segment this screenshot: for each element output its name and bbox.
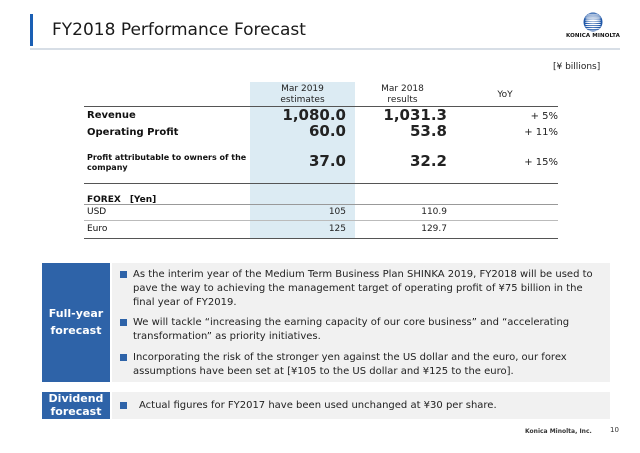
full-year-tag-line1: Full-year <box>48 307 104 320</box>
full-year-bullet-2: We will tackle “increasing the earning c… <box>133 317 570 342</box>
header-estimates-line2: estimates <box>280 95 325 105</box>
profit-attributable-estimate: 37.0 <box>308 152 346 170</box>
estimates-column-highlight <box>250 82 355 238</box>
dividend-tag: Dividend forecast <box>42 392 110 419</box>
header-estimates-line1: Mar 2019 <box>281 84 324 94</box>
page-title: FY2018 Performance Forecast <box>52 20 306 40</box>
unit-label: [¥ billions] <box>553 62 601 72</box>
full-year-tag-line2: forecast <box>50 324 102 337</box>
logo-wordmark: KONICA MINOLTA <box>566 33 620 39</box>
forex-euro-estimate: 125 <box>328 224 346 234</box>
dividend-tag-line1: Dividend <box>48 392 104 405</box>
dividend-bullet-1: Actual figures for FY2017 have been used… <box>139 400 497 411</box>
page-number: 10 <box>610 426 619 434</box>
dividend-panel <box>112 392 610 419</box>
company-logo: KONICA MINOLTA <box>553 12 633 46</box>
table-header-rule <box>84 106 558 107</box>
header-results-line1: Mar 2018 <box>381 84 424 94</box>
header-results: Mar 2018 results <box>355 84 450 106</box>
forex-rule <box>84 204 558 205</box>
footer-company-name: Konica Minolta, Inc. <box>525 428 592 435</box>
operating-profit-result: 53.8 <box>409 122 447 140</box>
operating-profit-estimate: 60.0 <box>308 122 346 140</box>
profit-attributable-yoy: + 15% <box>524 157 558 168</box>
title-accent-bar <box>30 14 33 46</box>
square-bullet-icon <box>120 319 127 326</box>
row-label-revenue: Revenue <box>87 110 136 121</box>
table-bottom-rule <box>84 238 558 239</box>
revenue-yoy: + 5% <box>530 111 558 122</box>
list-item: Actual figures for FY2017 have been used… <box>120 399 605 413</box>
forex-row-rule <box>84 220 558 221</box>
forex-label-euro: Euro <box>87 224 108 234</box>
operating-profit-yoy: + 11% <box>524 127 558 138</box>
dividend-tag-line2: forecast <box>50 405 102 418</box>
forex-heading: FOREX [Yen] <box>87 195 157 205</box>
square-bullet-icon <box>120 354 127 361</box>
header-divider <box>30 48 620 50</box>
header-estimates: Mar 2019 estimates <box>250 84 355 106</box>
forex-label-usd: USD <box>87 207 107 217</box>
full-year-bullet-1: As the interim year of the Medium Term B… <box>133 269 593 308</box>
list-item: Incorporating the risk of the stronger y… <box>120 351 605 379</box>
row-label-operating-profit: Operating Profit <box>87 127 179 138</box>
full-year-bullet-3: Incorporating the risk of the stronger y… <box>133 352 567 377</box>
list-item: As the interim year of the Medium Term B… <box>120 268 605 310</box>
konica-minolta-logo-icon <box>583 12 603 32</box>
profit-attributable-result: 32.2 <box>409 152 447 170</box>
square-bullet-icon <box>120 402 127 409</box>
forex-usd-estimate: 105 <box>328 207 346 217</box>
revenue-estimate: 1,080.0 <box>282 106 346 124</box>
forex-usd-result: 110.9 <box>421 207 447 217</box>
forex-euro-result: 129.7 <box>421 224 447 234</box>
header-results-line2: results <box>387 95 418 105</box>
row-label-profit-attributable: Profit attributable to owners of the com… <box>87 153 247 172</box>
revenue-result: 1,031.3 <box>383 106 447 124</box>
header-yoy: YoY <box>497 90 513 100</box>
table-section-rule <box>84 183 558 184</box>
full-year-tag: Full-year forecast <box>42 263 110 382</box>
full-year-panel <box>112 263 610 382</box>
list-item: We will tackle “increasing the earning c… <box>120 316 605 344</box>
square-bullet-icon <box>120 271 127 278</box>
